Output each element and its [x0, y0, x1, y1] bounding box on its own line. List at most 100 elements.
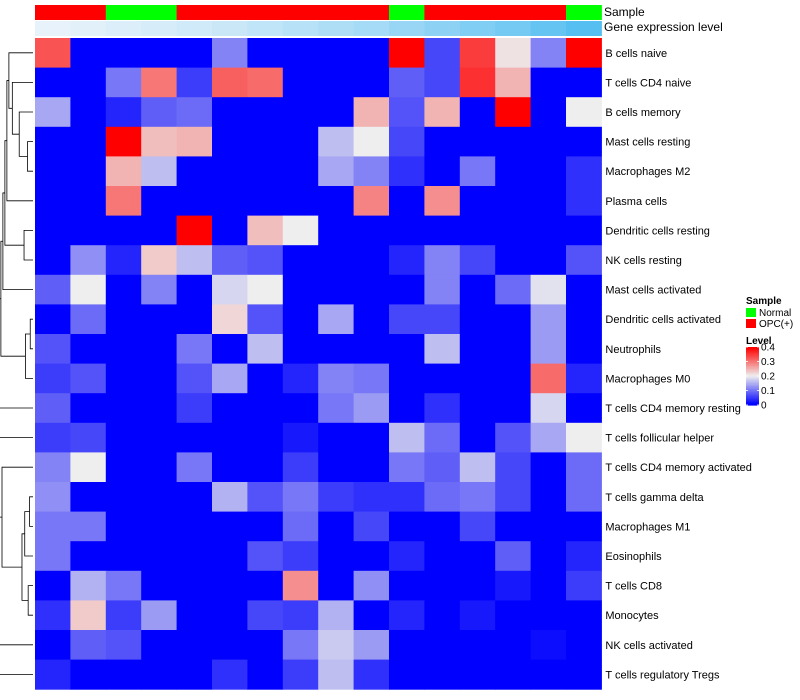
heatmap-cell: [530, 67, 567, 98]
heatmap-cell: [318, 511, 355, 542]
row-dendrogram: [0, 52, 33, 675]
row-label: Monocytes: [605, 610, 659, 622]
heatmap-cell: [212, 215, 248, 246]
heatmap-cell: [105, 156, 142, 187]
sample-annotation-cell: [530, 5, 567, 20]
heatmap-cell: [459, 630, 496, 661]
heatmap-cell: [141, 97, 178, 128]
heatmap-cell: [353, 363, 390, 394]
heatmap-cell: [389, 215, 425, 246]
heatmap-cell: [459, 97, 496, 128]
heatmap-cell: [141, 541, 178, 572]
heatmap-cell: [35, 600, 71, 631]
heatmap-cell: [389, 393, 425, 424]
heatmap-cell: [176, 600, 213, 631]
heatmap-cell: [35, 541, 71, 572]
dendrogram-branch: [27, 141, 33, 172]
heatmap-cell: [176, 393, 213, 424]
heatmap-cell: [424, 38, 461, 69]
heatmap-cell: [459, 482, 496, 513]
heatmap-cell: [282, 600, 319, 631]
colorbar-segment: [746, 403, 759, 406]
gene-expression-annotation-cell: [424, 21, 461, 36]
row-label: Macrophages M0: [605, 373, 690, 385]
heatmap-cell: [495, 422, 532, 453]
heatmap-cell: [105, 659, 142, 690]
heatmap-cell: [566, 334, 602, 365]
heatmap-cell: [176, 482, 213, 513]
heatmap-cell: [459, 541, 496, 572]
gene-expression-annotation-cell: [212, 21, 248, 36]
row-label: T cells regulatory Tregs: [605, 669, 720, 681]
heatmap-cell: [389, 38, 425, 69]
heatmap-cell: [247, 363, 284, 394]
heatmap-cell: [282, 97, 319, 128]
row-label: T cells CD4 memory resting: [605, 403, 741, 415]
heatmap-cell: [35, 186, 71, 217]
gene-expression-annotation-cell: [459, 21, 496, 36]
heatmap-cell: [35, 511, 71, 542]
heatmap-cell: [70, 541, 107, 572]
row-label: T cells gamma delta: [605, 492, 704, 504]
colorbar-segment: [746, 393, 759, 396]
dendrogram-branch: [29, 496, 33, 527]
heatmap-cell: [212, 97, 248, 128]
heatmap-cell: [176, 630, 213, 661]
heatmap-cell: [35, 422, 71, 453]
heatmap-cell: [247, 422, 284, 453]
legend: Sample Normal OPC(+) Level 0.4 0.3 0.2 0.1 0: [746, 296, 793, 412]
row-label: T cells follicular helper: [605, 433, 714, 445]
heatmap-cell: [353, 334, 390, 365]
heatmap-cell: [247, 186, 284, 217]
legend-normal-label: Normal: [759, 308, 791, 319]
heatmap-cell: [566, 570, 602, 601]
colorbar-segment: [746, 355, 759, 358]
gene-expression-annotation-cell: [318, 21, 355, 36]
heatmap-cell: [141, 422, 178, 453]
dendrogram-branch: [23, 230, 33, 261]
heatmap-cell: [424, 630, 461, 661]
heatmap-cell: [353, 126, 390, 157]
heatmap-cell: [389, 570, 425, 601]
colorbar-tick-label: 0.4: [761, 343, 775, 354]
gene-expression-annotation-cell: [105, 21, 142, 36]
heatmap-cell: [318, 97, 355, 128]
heatmap-cell: [212, 659, 248, 690]
heatmap-cell: [318, 245, 355, 276]
heatmap-cell: [318, 541, 355, 572]
row-label: Mast cells resting: [605, 137, 690, 149]
heatmap-cell: [318, 38, 355, 69]
heatmap-cell: [424, 363, 461, 394]
heatmap-cell: [70, 600, 107, 631]
heatmap-cell: [212, 452, 248, 483]
heatmap-cell: [389, 126, 425, 157]
heatmap-cell: [318, 452, 355, 483]
heatmap-cell: [353, 304, 390, 335]
colorbar-segment: [746, 361, 759, 364]
heatmap-cell: [530, 363, 567, 394]
heatmap-cell: [282, 422, 319, 453]
heatmap-cell: [247, 452, 284, 483]
heatmap-cell: [70, 511, 107, 542]
colorbar-segment: [746, 381, 759, 384]
colorbar-segment: [746, 390, 759, 393]
heatmap-cell: [530, 482, 567, 513]
heatmap-cell: [459, 452, 496, 483]
sample-annotation-cell: [105, 5, 142, 20]
heatmap-cell: [105, 97, 142, 128]
dendrogram-branch: [2, 192, 33, 290]
heatmap-cell: [70, 156, 107, 187]
heatmap-cell: [459, 186, 496, 217]
heatmap-cell: [495, 215, 532, 246]
heatmap-cell: [353, 274, 390, 305]
heatmap-cell: [353, 38, 390, 69]
colorbar-segment: [746, 383, 759, 386]
heatmap-cell: [141, 215, 178, 246]
heatmap-cell: [247, 482, 284, 513]
heatmap-cell: [318, 186, 355, 217]
heatmap-cell: [459, 422, 496, 453]
sample-annotation-cell: [282, 5, 319, 20]
heatmap-cell: [566, 482, 602, 513]
colorbar-segment: [746, 389, 759, 392]
heatmap-cell: [247, 304, 284, 335]
